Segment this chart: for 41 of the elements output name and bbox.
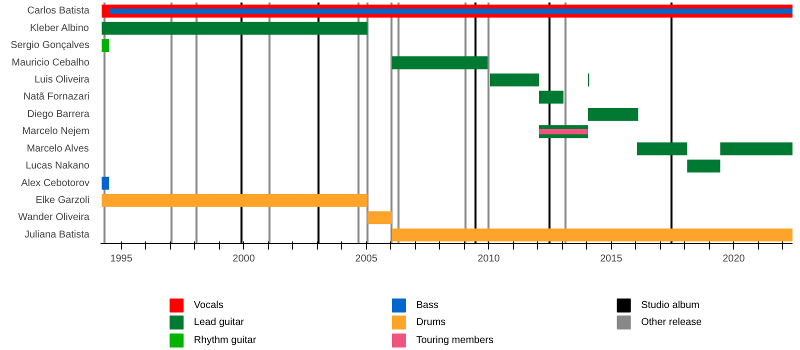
bar [368,211,392,224]
bar [490,74,539,86]
bar [538,90,564,104]
bar [588,108,638,121]
y-tick-label: Wander Oliveira [18,212,90,224]
y-tick-label: Natã Fornazari [23,92,90,103]
bar [720,142,792,156]
x-tick-label: 2000 [232,254,256,264]
x-tick-label: 2020 [722,254,746,264]
x-tick-label: 2015 [600,254,623,264]
y-tick-label: Sergio Gonçalves [10,40,90,52]
bar [392,228,792,242]
y-tick-label: Mauricio Cebalho [12,57,90,68]
bar [636,142,688,156]
legend-label: Lead guitar [194,317,245,328]
y-tick-label: Marcelo Nejem [22,126,90,138]
y-tick-label: Kleber Albino [30,22,90,34]
y-tick-label: Carlos Batista [27,6,90,17]
legend-label: Studio album [641,300,700,311]
legend-label: Bass [416,300,438,311]
y-tick-label: Alex Cebotorov [21,178,90,189]
legend-label: Vocals [194,300,224,311]
y-tick-label: Diego Barrera [27,108,90,120]
legend-label: Other release [641,317,702,328]
bar [538,129,588,134]
legend-label: Drums [416,317,446,328]
bar [687,160,720,172]
x-tick-label: 2010 [478,254,500,264]
bar [392,56,488,70]
legend-label: Rhythm guitar [194,335,257,346]
y-tick-label: Juliana Batista [24,229,90,240]
bar [102,39,110,52]
y-tick-label: Elke Garzoli [36,194,90,206]
x-tick-label: 1995 [110,254,133,264]
y-tick-label: Luis Oliveira [34,74,90,86]
y-tick-label: Marcelo Alves [26,143,89,154]
x-tick-label: 2005 [355,254,378,264]
bar [102,194,368,207]
legend-label: Touring members [416,335,494,346]
y-tick-label: Lucas Nakano [26,160,90,172]
bar [102,22,368,35]
